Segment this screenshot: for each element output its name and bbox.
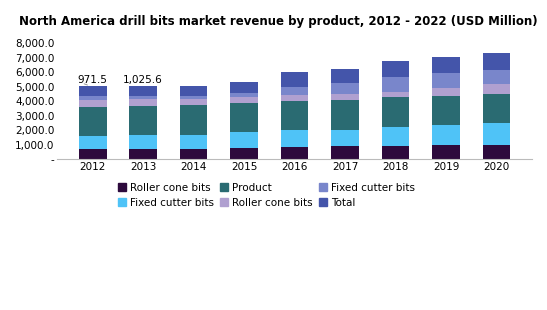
Text: 971.5: 971.5 bbox=[78, 75, 108, 85]
Bar bbox=[482, 94, 510, 123]
Bar bbox=[230, 97, 258, 103]
Bar bbox=[432, 88, 460, 96]
Bar bbox=[129, 96, 157, 99]
Bar bbox=[180, 99, 207, 105]
Bar bbox=[281, 95, 309, 101]
Bar bbox=[180, 86, 207, 96]
Bar bbox=[482, 53, 510, 70]
Text: North America drill bits market revenue by product, 2012 - 2022 (USD Million): North America drill bits market revenue … bbox=[19, 15, 538, 28]
Bar bbox=[331, 100, 359, 130]
Bar bbox=[432, 125, 460, 145]
Bar bbox=[432, 96, 460, 125]
Bar bbox=[281, 131, 309, 147]
Bar bbox=[482, 70, 510, 85]
Bar bbox=[281, 101, 309, 131]
Bar bbox=[382, 146, 410, 159]
Bar bbox=[79, 149, 107, 159]
Bar bbox=[331, 95, 359, 100]
Bar bbox=[180, 135, 207, 148]
Text: 1,025.6: 1,025.6 bbox=[123, 75, 163, 85]
Bar bbox=[382, 61, 410, 77]
Bar bbox=[230, 82, 258, 93]
Bar bbox=[482, 145, 510, 159]
Bar bbox=[79, 136, 107, 149]
Bar bbox=[180, 105, 207, 135]
Bar bbox=[79, 86, 107, 96]
Bar bbox=[79, 100, 107, 107]
Bar bbox=[382, 97, 410, 127]
Bar bbox=[180, 96, 207, 99]
Bar bbox=[230, 132, 258, 148]
Bar bbox=[432, 73, 460, 88]
Bar bbox=[281, 73, 309, 87]
Bar bbox=[129, 135, 157, 149]
Bar bbox=[331, 130, 359, 146]
Bar bbox=[129, 99, 157, 106]
Bar bbox=[230, 93, 258, 97]
Bar bbox=[482, 85, 510, 94]
Bar bbox=[180, 148, 207, 159]
Bar bbox=[432, 57, 460, 73]
Bar bbox=[482, 123, 510, 145]
Bar bbox=[230, 103, 258, 132]
Bar bbox=[382, 127, 410, 146]
Bar bbox=[79, 96, 107, 100]
Bar bbox=[79, 107, 107, 136]
Bar bbox=[129, 106, 157, 135]
Bar bbox=[281, 147, 309, 159]
Bar bbox=[331, 83, 359, 95]
Legend: Roller cone bits, Fixed cutter bits, Product, Roller cone bits, Fixed cutter bit: Roller cone bits, Fixed cutter bits, Pro… bbox=[113, 179, 419, 212]
Bar bbox=[331, 69, 359, 83]
Bar bbox=[129, 86, 157, 96]
Bar bbox=[281, 87, 309, 95]
Bar bbox=[382, 91, 410, 97]
Bar bbox=[129, 149, 157, 159]
Bar bbox=[230, 148, 258, 159]
Bar bbox=[382, 77, 410, 91]
Bar bbox=[432, 145, 460, 159]
Bar bbox=[331, 146, 359, 159]
